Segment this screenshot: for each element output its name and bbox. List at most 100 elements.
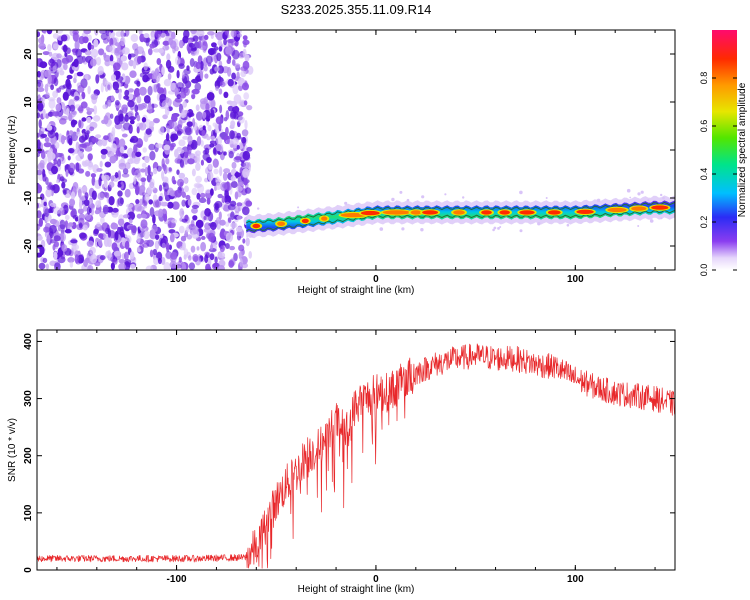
noise-speckle xyxy=(221,195,226,203)
spectrogram-xtick-label: 0 xyxy=(373,274,379,285)
noise-speckle xyxy=(63,63,68,71)
noise-speckle xyxy=(76,131,81,137)
noise-speckle xyxy=(118,262,126,270)
noise-speckle xyxy=(231,161,237,169)
noise-speckle xyxy=(245,237,250,247)
noise-speckle xyxy=(109,37,114,47)
noise-speckle xyxy=(49,58,55,64)
noise-speckle xyxy=(156,165,162,172)
figure-title: S233.2025.355.11.09.R14 xyxy=(281,2,432,17)
noise-speckle xyxy=(141,162,147,168)
noise-speckle xyxy=(201,129,206,136)
noise-speckle xyxy=(148,199,153,205)
spectrogram-ytick-label: -10 xyxy=(23,190,34,205)
noise-speckle xyxy=(223,168,231,174)
noise-speckle xyxy=(37,184,43,194)
noise-speckle xyxy=(128,59,134,67)
noise-speckle xyxy=(205,189,211,194)
noise-speckle xyxy=(154,68,160,77)
signal-hot-blob xyxy=(481,210,492,215)
noise-speckle xyxy=(71,119,78,125)
noise-speckle xyxy=(118,138,126,149)
spectrogram-xtick-label: -100 xyxy=(167,274,187,285)
noise-speckle xyxy=(215,217,222,224)
noise-speckle xyxy=(244,119,248,130)
noise-speckle xyxy=(158,48,164,54)
noise-speckle xyxy=(74,254,79,264)
noise-speckle xyxy=(156,58,162,65)
noise-speckle xyxy=(138,122,147,131)
noise-speckle xyxy=(178,256,182,263)
noise-speckle xyxy=(215,116,224,125)
noise-speckle xyxy=(236,33,242,38)
noise-speckle xyxy=(81,117,87,122)
noise-speckle xyxy=(184,151,189,158)
noise-speckle xyxy=(67,134,73,145)
noise-speckle xyxy=(176,82,184,90)
noise-speckle xyxy=(95,74,100,84)
noise-speckle xyxy=(79,199,83,210)
noise-speckle xyxy=(243,178,248,186)
noise-speckle xyxy=(181,71,185,79)
noise-speckle xyxy=(240,70,247,78)
halo-dot xyxy=(545,197,548,199)
noise-speckle xyxy=(87,153,93,161)
noise-speckle xyxy=(67,155,71,161)
signal-hot-blob xyxy=(422,210,439,215)
colorbar-tick-label: 0.8 xyxy=(699,72,709,85)
signal-hot-blob xyxy=(277,221,286,226)
noise-speckle xyxy=(75,48,82,58)
noise-speckle xyxy=(44,217,49,224)
noise-speckle xyxy=(135,185,140,192)
noise-speckle xyxy=(103,237,110,247)
noise-speckle xyxy=(170,252,178,260)
noise-speckle xyxy=(195,175,203,183)
signal-band-edge-lower xyxy=(246,209,675,232)
halo-dot xyxy=(391,197,395,202)
noise-speckle xyxy=(171,121,178,129)
noise-speckle xyxy=(117,109,124,119)
noise-speckle xyxy=(137,205,145,212)
noise-speckle xyxy=(210,188,214,196)
noise-speckle xyxy=(122,168,129,175)
noise-speckle xyxy=(215,182,221,190)
noise-speckle xyxy=(166,32,170,37)
noise-speckle xyxy=(98,176,102,187)
noise-speckle xyxy=(97,65,104,76)
noise-speckle xyxy=(214,200,223,209)
noise-speckle xyxy=(185,127,192,136)
noise-speckle xyxy=(225,243,230,249)
noise-speckle xyxy=(189,58,195,67)
noise-speckle xyxy=(143,33,150,39)
noise-speckle xyxy=(232,59,236,66)
noise-speckle xyxy=(181,199,186,207)
noise-speckle xyxy=(110,30,114,33)
noise-speckle xyxy=(62,91,69,101)
noise-speckle xyxy=(99,160,103,168)
noise-speckle xyxy=(192,215,198,221)
noise-speckle xyxy=(117,196,124,207)
noise-speckle xyxy=(167,73,172,81)
noise-speckle xyxy=(179,112,187,118)
noise-speckle xyxy=(37,31,41,38)
noise-speckle xyxy=(242,48,247,58)
noise-speckle xyxy=(190,30,197,35)
noise-speckle xyxy=(45,188,52,198)
noise-speckle xyxy=(153,118,160,124)
noise-speckle xyxy=(168,37,174,46)
noise-speckle xyxy=(152,194,158,202)
halo-dot xyxy=(637,225,640,227)
noise-speckle xyxy=(182,101,187,108)
signal-hot-blob xyxy=(321,216,328,221)
noise-speckle xyxy=(128,116,136,121)
noise-speckle xyxy=(101,153,107,160)
noise-speckle xyxy=(174,97,183,103)
noise-speckle xyxy=(232,49,240,60)
noise-speckle xyxy=(241,129,249,137)
noise-speckle xyxy=(202,111,207,119)
noise-speckle xyxy=(37,102,44,112)
noise-speckle xyxy=(83,199,90,207)
noise-speckle xyxy=(37,225,41,230)
noise-speckle xyxy=(162,40,170,46)
halo-dot xyxy=(637,192,641,196)
